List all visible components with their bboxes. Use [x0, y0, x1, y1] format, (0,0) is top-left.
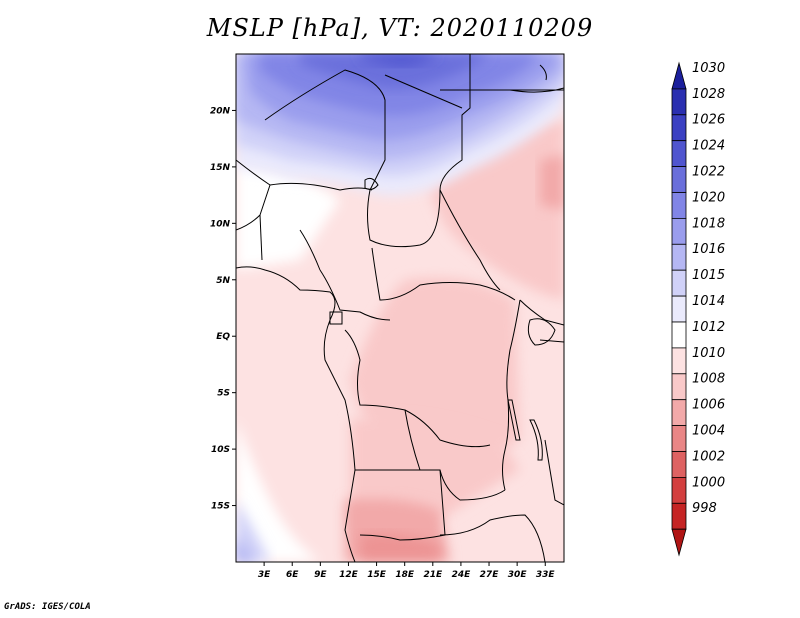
colorbar-label: 1022	[692, 165, 725, 180]
lon-tick-label: 27E	[480, 570, 500, 580]
colorbar-swatch	[671, 88, 687, 116]
lat-tick-label: 15S	[211, 502, 230, 512]
colorbar-label: 1000	[692, 475, 725, 490]
colorbar-swatch	[671, 192, 687, 219]
lon-tick-label: 18E	[395, 570, 415, 580]
colorbar-label: 1012	[692, 320, 725, 335]
lon-tick-label: 12E	[339, 570, 359, 580]
colorbar-label: 998	[692, 501, 717, 516]
lat-tick-label: 5N	[216, 276, 230, 286]
colorbar-swatch	[671, 269, 687, 297]
lon-tick-label: 21E	[423, 570, 443, 580]
colorbar-label: 1006	[692, 398, 725, 413]
colorbar-swatch	[671, 373, 687, 401]
colorbar-swatch	[671, 502, 687, 530]
colorbar-swatch	[671, 321, 687, 349]
colorbar-label: 1015	[692, 268, 725, 283]
lon-tick-label: 9E	[314, 570, 327, 580]
colorbar-swatch	[671, 61, 687, 90]
colorbar-swatch	[671, 528, 687, 557]
lat-tick-label: 20N	[210, 106, 231, 116]
colorbar-label: 1002	[692, 449, 725, 464]
lon-tick-label: 3E	[258, 570, 271, 580]
colorbar-swatch	[671, 166, 687, 193]
colorbar-swatch	[671, 140, 687, 167]
colorbar-label: 1016	[692, 242, 725, 257]
colorbar-label: 1024	[692, 139, 725, 154]
latitude-ticks: 20N 15N 10N 5N EQ 5S 10S 15S	[210, 106, 236, 512]
lon-tick-label: 15E	[367, 570, 387, 580]
colorbar-label: 1018	[692, 216, 725, 231]
colorbar-swatch	[671, 399, 687, 427]
lon-tick-label: 24E	[452, 570, 472, 580]
colorbar: 1030 1028 1026 1024 1022 1020 1018 1016 1015 1014…	[671, 61, 725, 557]
longitude-ticks: 3E 6E 9E 12E 15E 18E 21E 24E 27E 30E 33E	[258, 562, 556, 580]
colorbar-swatch	[671, 425, 687, 452]
colorbar-label: 1028	[692, 87, 725, 102]
colorbar-swatch	[671, 295, 687, 323]
colorbar-label: 1004	[692, 424, 725, 439]
lat-tick-label: 10N	[210, 219, 231, 229]
colorbar-swatch	[671, 243, 687, 271]
colorbar-label: 1030	[692, 61, 725, 76]
colorbar-label: 1014	[692, 294, 725, 309]
colorbar-label: 1026	[692, 113, 725, 128]
colorbar-swatch	[671, 114, 687, 142]
colorbar-swatch	[671, 476, 687, 504]
colorbar-swatch	[671, 347, 687, 375]
lat-tick-label: 5S	[217, 389, 230, 399]
credit-text: GrADS: IGES/COLA	[4, 602, 91, 612]
lat-tick-label: 15N	[210, 163, 231, 173]
lon-tick-label: 33E	[536, 570, 556, 580]
colorbar-label: 1020	[692, 190, 725, 205]
lat-tick-label: 10S	[211, 445, 230, 455]
mslp-map: 20N 15N 10N 5N EQ 5S 10S 15S 3E 6E 9E 12E 15E 18E 21E…	[210, 53, 565, 580]
colorbar-label: 1008	[692, 372, 725, 387]
colorbar-swatch	[671, 217, 687, 245]
colorbar-swatch	[671, 451, 687, 478]
map-title: MSLP [hPa], VT: 2020110209	[206, 14, 594, 42]
lat-tick-label: EQ	[216, 332, 230, 342]
lon-tick-label: 30E	[508, 570, 528, 580]
lon-tick-label: 6E	[286, 570, 299, 580]
colorbar-label: 1010	[692, 346, 725, 361]
